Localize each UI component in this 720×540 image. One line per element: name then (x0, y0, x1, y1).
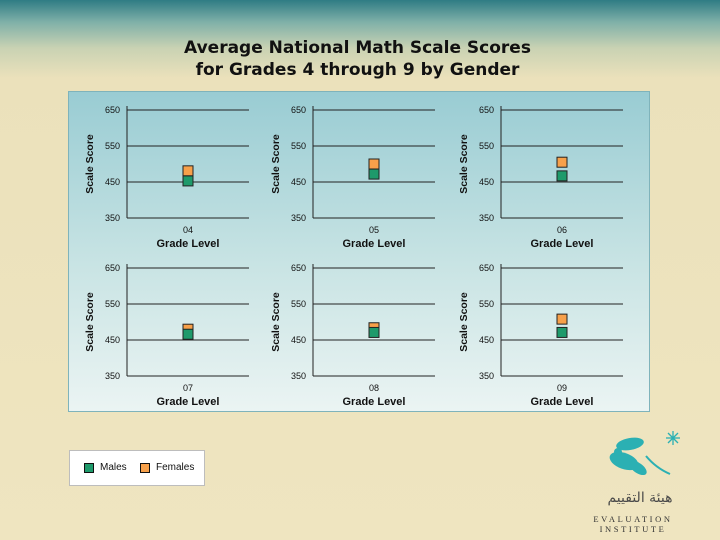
chart-05-x-label: Grade Level (343, 238, 406, 250)
chart-07-tick-label: 550 (105, 299, 120, 309)
chart-09-tick-label: 550 (479, 299, 494, 309)
chart-09-category-label: 09 (557, 383, 567, 393)
legend-swatch-males (84, 463, 94, 473)
chart-09-tick-label: 650 (479, 263, 494, 273)
chart-05-category-label: 05 (369, 225, 379, 235)
chart-07-y-label: Scale Score (84, 292, 96, 352)
chart-09-tick-label: 450 (479, 335, 494, 345)
chart-08-y-label: Scale Score (270, 292, 282, 352)
star-fish-logo-icon (609, 431, 680, 476)
chart-09-males-point (556, 326, 568, 338)
chart-title-line1: Average National Math Scale Scores (184, 38, 531, 58)
chart-07-x-label: Grade Level (157, 396, 220, 408)
chart-04-males-point (182, 175, 194, 187)
logo-institute-name: EVALUATION INSTITUTE (593, 514, 673, 534)
chart-05-tick-label: 350 (291, 213, 306, 223)
chart-04-tick-label: 650 (105, 105, 120, 115)
chart-04-category-label: 04 (183, 225, 193, 235)
chart-08-x-label: Grade Level (343, 396, 406, 408)
chart-09-females-point (556, 313, 568, 325)
chart-08-tick-label: 450 (291, 335, 306, 345)
chart-06-tick-label: 650 (479, 105, 494, 115)
legend: Males Females (69, 450, 205, 486)
chart-05-tick-label: 550 (291, 141, 306, 151)
chart-08-tick-label: 350 (291, 371, 306, 381)
chart-07-category-label: 07 (183, 383, 193, 393)
chart-04-females-point (182, 165, 194, 177)
legend-swatch-females (140, 463, 150, 473)
chart-04-x-label: Grade Level (157, 238, 220, 250)
chart-title-line2: for Grades 4 through 9 by Gender (195, 60, 520, 80)
chart-07-tick-label: 450 (105, 335, 120, 345)
chart-04-tick-label: 450 (105, 177, 120, 187)
chart-06-y-label: Scale Score (458, 134, 470, 194)
chart-08-tick-label: 650 (291, 263, 306, 273)
chart-06-x-label: Grade Level (531, 238, 594, 250)
chart-09-tick-label: 350 (479, 371, 494, 381)
chart-05-males-point (368, 168, 380, 180)
chart-09-y-label: Scale Score (458, 292, 470, 352)
chart-05-females-point (368, 158, 380, 170)
chart-06-tick-label: 450 (479, 177, 494, 187)
legend-label-females: Females (156, 462, 195, 473)
chart-06-tick-label: 550 (479, 141, 494, 151)
chart-08-tick-label: 550 (291, 299, 306, 309)
chart-05-y-label: Scale Score (270, 134, 282, 194)
chart-06-category-label: 06 (557, 225, 567, 235)
chart-08-males-point (368, 326, 380, 338)
chart-06-tick-label: 350 (479, 213, 494, 223)
chart-04-tick-label: 350 (105, 213, 120, 223)
chart-04-y-label: Scale Score (84, 134, 96, 194)
chart-05-tick-label: 450 (291, 177, 306, 187)
chart-06-females-point (556, 156, 568, 168)
chart-07-tick-label: 650 (105, 263, 120, 273)
logo-arabic-text: هيئة التقييم (607, 490, 673, 506)
chart-06-males-point (556, 170, 568, 182)
chart-05-tick-label: 650 (291, 105, 306, 115)
legend-label-males: Males (100, 462, 127, 473)
charts-panel (68, 91, 650, 412)
chart-07-tick-label: 350 (105, 371, 120, 381)
chart-04-tick-label: 550 (105, 141, 120, 151)
chart-08-category-label: 08 (369, 383, 379, 393)
chart-07-males-point (182, 328, 194, 340)
chart-title: Average National Math Scale Scores for G… (0, 37, 715, 81)
chart-09-x-label: Grade Level (531, 396, 594, 408)
